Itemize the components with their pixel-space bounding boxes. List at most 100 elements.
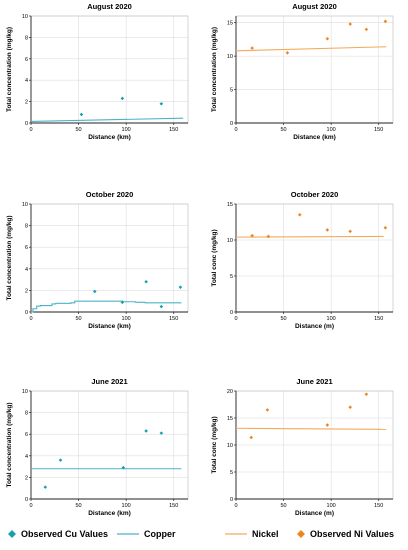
chart-5-y-tick-label: 4 [25,454,28,460]
chart-2-x-tick-label: 0 [234,127,237,133]
chart-1-observed-point [120,96,125,101]
chart-1-y-tick-label: 10 [22,14,28,20]
chart-5-observed-point [43,485,48,489]
chart-4-x-tick-label: 50 [281,316,287,322]
chart-6-observed-point [249,435,254,440]
chart-2-y-tick-label: 15 [227,21,233,27]
chart-panel-2: 0 50 100 150 0 5 10 15 August 2020 Distance (km) T… [211,2,394,141]
legend-item-1: Observed Cu Values [8,529,108,539]
chart-6-title: June 2021 [296,377,332,386]
chart-1-observed-point [79,112,84,117]
chart-2-plot-frame [235,15,394,124]
legend-item-3: Nickel [225,529,279,539]
chart-5-x-axis-label: Distance (km) [88,510,131,517]
chart-5-observed-point [58,458,63,462]
chart-1-model-line [30,117,184,122]
legend-diamond-marker [297,530,305,538]
chart-4-observed-point [297,213,302,217]
chart-4-x-tick-label: 100 [327,316,336,322]
chart-3-y-tick-label: 6 [25,245,28,251]
chart-panel-6: 0 50 100 150 0 5 10 15 20 June 2021 Distance (m) To… [211,377,394,517]
chart-3-y-tick-label: 0 [25,310,28,316]
chart-4-y-tick-label: 5 [230,274,233,280]
chart-3-x-tick-label: 150 [169,316,178,322]
chart-2-observed-point [325,36,330,41]
chart-1-x-axis-label: Distance (km) [88,134,131,141]
chart-3-observed-point [159,304,164,309]
chart-5-y-tick-label: 10 [22,389,28,395]
chart-3-y-tick-label: 8 [25,224,28,230]
chart-1-y-axis-label: Total concentration (mg/kg) [6,27,13,112]
chart-1-y-tick-label: 2 [25,100,28,106]
chart-1-y-tick-label: 4 [25,78,28,84]
chart-1-y-tick-label: 8 [25,35,28,41]
chart-6-observed-point [348,405,352,409]
chart-5-y-tick-label: 6 [25,432,28,438]
legend-diamond-marker [8,530,16,538]
chart-2-title: August 2020 [292,2,337,11]
chart-1-title: August 2020 [87,2,132,11]
chart-3-observed-point [178,285,183,289]
chart-6-y-tick-label: 15 [227,416,233,422]
chart-4-model-line [235,235,384,238]
chart-1-x-tick-label: 100 [122,127,131,133]
chart-4-x-axis-label: Distance (m) [295,323,334,330]
chart-6-y-tick-label: 10 [227,443,233,449]
chart-panel-4: 0 50 100 150 0 5 10 15 October 2020 Distance (m) T… [211,190,394,330]
chart-6-observed-point [325,423,330,427]
chart-4-observed-point [266,234,271,239]
chart-3-x-tick-label: 0 [29,316,32,322]
chart-6-observed-point [265,408,270,412]
chart-4-y-tick-label: 10 [227,238,233,244]
chart-4-x-tick-label: 0 [234,316,237,322]
chart-2-model-line [235,46,387,52]
chart-5-observed-point [159,431,164,435]
chart-1-observed-point [159,101,164,106]
chart-5-x-tick-label: 0 [29,503,32,509]
chart-3-y-tick-label: 2 [25,288,28,294]
chart-4-observed-point [348,229,352,234]
chart-3-x-tick-label: 100 [122,316,131,322]
legend-label: Copper [144,529,176,539]
chart-5-x-tick-label: 50 [76,503,82,509]
chart-5-y-tick-label: 8 [25,411,28,417]
chart-4-plot-frame [235,203,394,313]
chart-6-x-tick-label: 100 [327,503,336,509]
chart-2-observed-point [383,19,388,24]
chart-2-x-tick-label: 100 [327,127,336,133]
legend-label: Observed Cu Values [21,529,108,539]
chart-2-x-tick-label: 50 [281,127,287,133]
legend-item-2: Copper [117,529,176,539]
chart-6-y-axis-label: Total conc (mg/kg) [211,416,218,473]
chart-6-x-axis-label: Distance (m) [295,510,334,517]
chart-4-y-tick-label: 15 [227,202,233,208]
chart-3-x-axis-label: Distance (km) [88,323,131,330]
chart-panel-3: 0 50 100 150 0 2 4 6 8 10 October 2020 Distance (km… [6,190,189,330]
chart-1-x-tick-label: 50 [76,127,82,133]
chart-4-y-axis-label: Total conc (mg/kg) [211,229,218,286]
chart-5-observed-point [144,429,148,433]
chart-3-x-tick-label: 50 [76,316,82,322]
chart-2-y-tick-label: 0 [230,121,233,127]
chart-3-observed-point [144,279,148,284]
chart-1-y-tick-label: 6 [25,57,28,63]
chart-4-y-tick-label: 0 [230,310,233,316]
chart-1-x-tick-label: 0 [29,127,32,133]
chart-6-observed-point [364,392,369,397]
chart-6-x-tick-label: 150 [374,503,383,509]
chart-1-x-tick-label: 150 [169,127,178,133]
chart-6-model-line [235,427,387,430]
chart-5-y-tick-label: 0 [25,497,28,503]
chart-panel-5: 0 50 100 150 0 2 4 6 8 10 June 2021 Distance (km) To… [6,377,189,517]
chart-2-observed-point [285,50,290,55]
chart-3-model-step-line [31,300,182,313]
chart-3-y-axis-label: Total concentration (mg/kg) [6,215,13,300]
legend-label: Observed Ni Values [310,529,394,539]
chart-2-x-tick-label: 150 [374,127,383,133]
chart-5-plot-frame [30,390,189,500]
legend-label: Nickel [252,529,279,539]
chart-5-title: June 2021 [91,377,127,386]
chart-2-y-axis-label: Total concentration (mg/kg) [211,27,218,112]
chart-2-observed-point [364,27,369,32]
